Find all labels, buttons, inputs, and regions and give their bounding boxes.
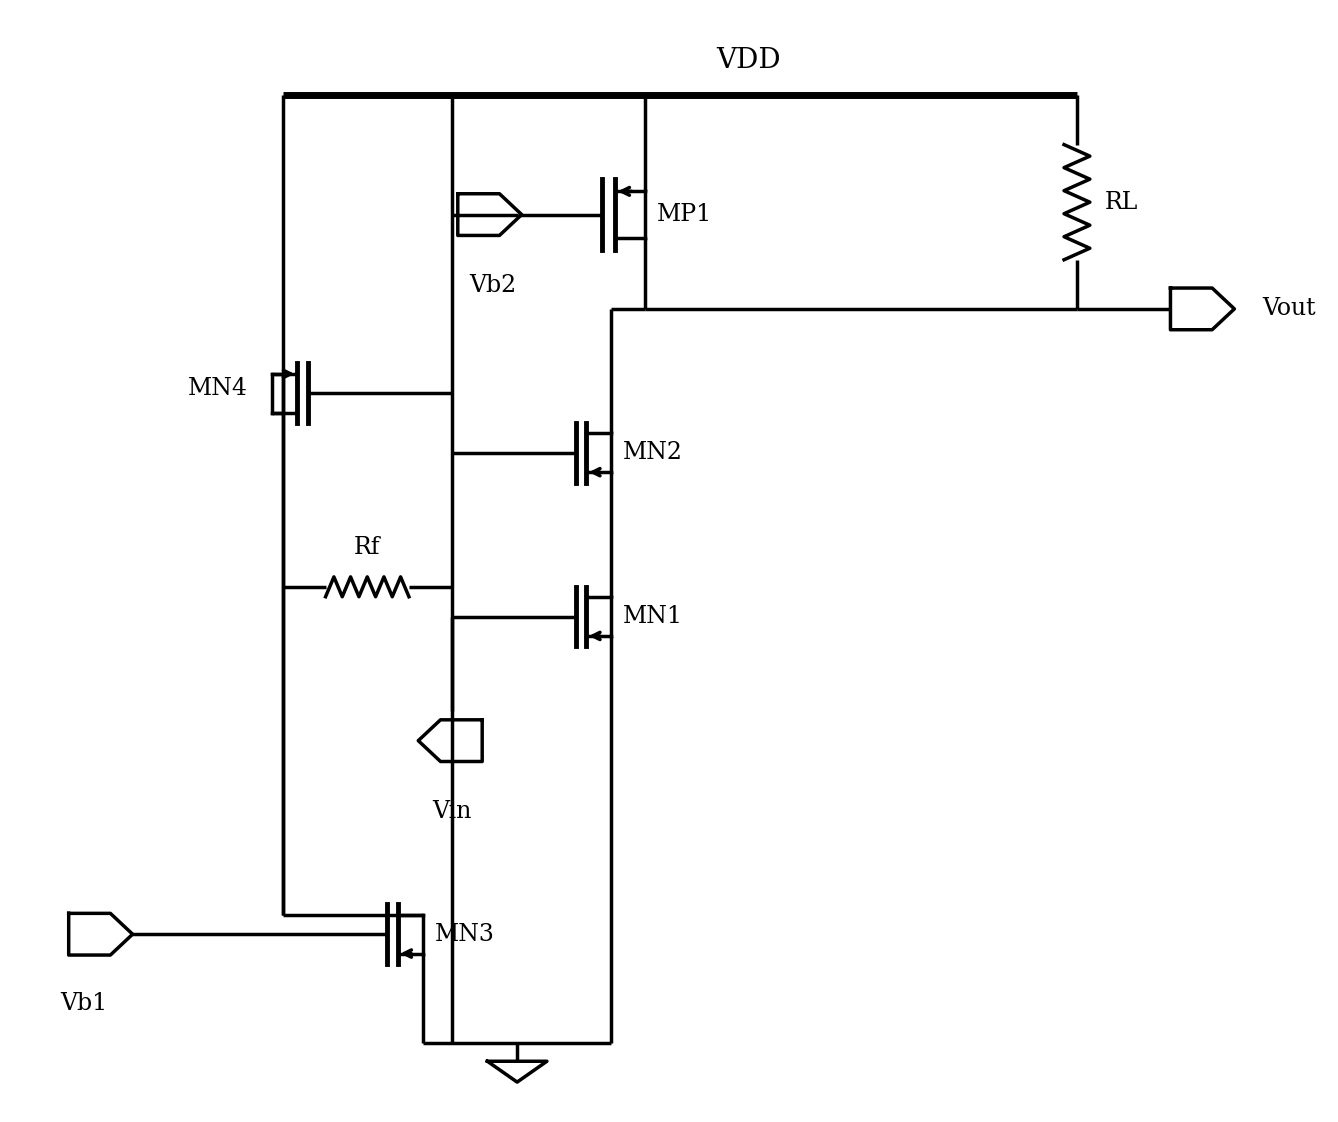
Text: Vin: Vin xyxy=(432,800,471,824)
Text: RL: RL xyxy=(1105,191,1139,213)
Text: Vout: Vout xyxy=(1263,297,1317,321)
Text: MP1: MP1 xyxy=(657,203,713,227)
Text: MN1: MN1 xyxy=(624,605,684,628)
Text: MN4: MN4 xyxy=(189,377,248,399)
Text: MN3: MN3 xyxy=(435,922,495,946)
Text: Vb1: Vb1 xyxy=(60,992,108,1014)
Text: Vb2: Vb2 xyxy=(470,274,516,297)
Text: Rf: Rf xyxy=(355,536,380,559)
Text: VDD: VDD xyxy=(716,47,780,74)
Text: MN2: MN2 xyxy=(624,441,684,465)
